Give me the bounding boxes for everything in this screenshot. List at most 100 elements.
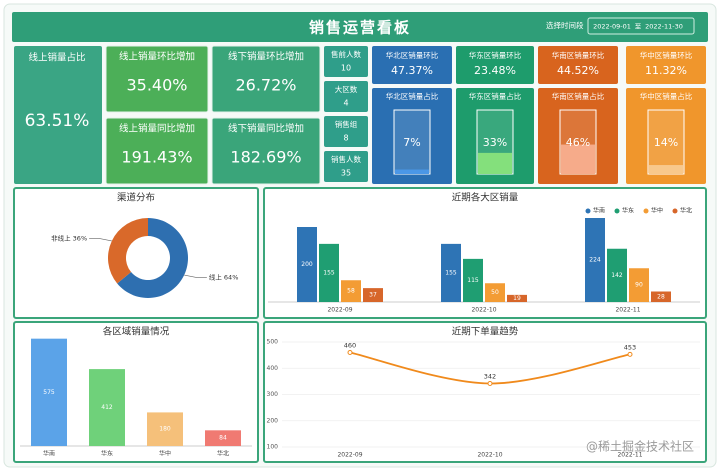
x-tick-label: 华南 bbox=[43, 450, 55, 458]
chart-title: 各区域销量情况 bbox=[103, 326, 170, 338]
bar-value-label: 200 bbox=[301, 261, 313, 268]
x-tick-label: 华北 bbox=[217, 450, 229, 458]
bar-value-label: 115 bbox=[467, 277, 479, 284]
legend-swatch bbox=[643, 208, 649, 214]
region-card bbox=[538, 88, 618, 184]
end-date: 2022-11-30 bbox=[645, 23, 683, 31]
region-mom-value: 11.32% bbox=[645, 64, 687, 77]
stat-label: 售前人数 bbox=[331, 49, 361, 59]
region-share-label: 华东区销量占比 bbox=[469, 91, 522, 101]
bar-value-label: 155 bbox=[445, 269, 457, 276]
stat-label: 销售组 bbox=[335, 119, 358, 129]
y-tick-label: 500 bbox=[267, 339, 279, 346]
bar-value-label: 575 bbox=[43, 389, 55, 396]
kpi-value: 182.69% bbox=[230, 148, 301, 167]
bar-value-label: 37 bbox=[369, 292, 377, 299]
gauge-vessel bbox=[393, 109, 431, 175]
kpi-card bbox=[211, 117, 321, 185]
stat-value: 35 bbox=[341, 169, 351, 178]
kpi-card bbox=[105, 117, 209, 185]
chart-panel bbox=[13, 187, 259, 319]
bar-value-label: 50 bbox=[491, 289, 499, 296]
label-leader bbox=[184, 274, 207, 278]
line-point bbox=[487, 380, 493, 386]
y-tick-label: 100 bbox=[267, 444, 279, 451]
bar bbox=[31, 338, 67, 446]
bar-value-label: 155 bbox=[323, 269, 335, 276]
bar bbox=[147, 412, 183, 446]
x-tick-label: 2022-09 bbox=[337, 452, 362, 459]
chart-panel bbox=[263, 321, 707, 463]
date-range-picker[interactable] bbox=[587, 17, 695, 35]
watermark: @稀土掘金技术社区 bbox=[586, 439, 694, 454]
region-mom-label: 华东区销量环比 bbox=[469, 50, 522, 60]
point-value-label: 453 bbox=[624, 343, 636, 351]
header-title: 销售运营看板 bbox=[309, 19, 411, 37]
gauge-label: 14% bbox=[654, 136, 678, 149]
stat-card bbox=[324, 46, 368, 77]
stat-label: 销售人数 bbox=[331, 154, 361, 164]
kpi-value: 26.72% bbox=[235, 76, 296, 95]
region-mom-value: 47.37% bbox=[391, 64, 433, 77]
kpi-label: 线下销量同比增加 bbox=[228, 123, 304, 135]
bar bbox=[463, 258, 483, 302]
y-tick-label: 400 bbox=[267, 365, 279, 372]
bar-value-label: 90 bbox=[635, 282, 643, 289]
bar bbox=[205, 430, 241, 446]
bar-value-label: 58 bbox=[347, 288, 355, 295]
x-tick-label: 2022-11 bbox=[615, 307, 640, 314]
bar bbox=[441, 243, 461, 302]
start-date: 2022-09-01 bbox=[593, 23, 631, 31]
chart-title: 近期各大区销量 bbox=[452, 192, 519, 204]
region-card bbox=[626, 88, 706, 184]
x-tick-label: 2022-09 bbox=[327, 307, 352, 314]
chart-title: 近期下单量趋势 bbox=[452, 326, 519, 338]
kpi-card bbox=[211, 45, 321, 113]
bar bbox=[363, 288, 383, 302]
gauge-label: 46% bbox=[566, 136, 590, 149]
bar bbox=[341, 280, 361, 302]
y-tick-label: 200 bbox=[267, 417, 279, 424]
region-card bbox=[372, 46, 452, 84]
kpi-label: 线上销量环比增加 bbox=[119, 51, 195, 63]
header-bar bbox=[12, 12, 708, 42]
kpi-value: 63.51% bbox=[25, 111, 90, 131]
stat-card bbox=[324, 151, 368, 182]
stat-card bbox=[324, 81, 368, 112]
region-mom-label: 华南区销量环比 bbox=[552, 50, 605, 60]
legend-label: 华东 bbox=[622, 207, 634, 215]
gauge-fill bbox=[478, 152, 512, 174]
pie-label: 线上 64% bbox=[209, 273, 239, 282]
x-tick-label: 华东 bbox=[101, 450, 113, 458]
y-tick-label: 300 bbox=[267, 391, 279, 398]
bar-value-label: 19 bbox=[513, 295, 521, 302]
region-mom-label: 华中区销量环比 bbox=[640, 50, 693, 60]
chart-panel bbox=[13, 321, 259, 463]
gauge-fill bbox=[649, 165, 683, 174]
x-tick-label: 华中 bbox=[159, 450, 171, 458]
legend-label: 华北 bbox=[680, 207, 692, 215]
legend-label: 华南 bbox=[593, 207, 605, 215]
region-mom-value: 23.48% bbox=[474, 64, 516, 77]
region-card bbox=[626, 46, 706, 84]
kpi-label: 线上销量同比增加 bbox=[119, 123, 195, 135]
kpi-value: 35.40% bbox=[126, 76, 187, 95]
kpi-card bbox=[14, 46, 102, 184]
legend-swatch bbox=[614, 208, 620, 214]
bar-value-label: 84 bbox=[219, 435, 227, 442]
stat-value: 10 bbox=[341, 64, 351, 73]
bar bbox=[629, 268, 649, 302]
gauge-fill bbox=[561, 144, 595, 174]
legend-swatch bbox=[585, 208, 591, 214]
kpi-label: 线下销量环比增加 bbox=[228, 51, 304, 63]
stat-value: 4 bbox=[343, 99, 348, 108]
label-leader bbox=[89, 238, 112, 242]
pie-slice bbox=[108, 218, 148, 284]
region-card bbox=[538, 46, 618, 84]
legend-label: 华中 bbox=[651, 207, 663, 215]
region-mom-label: 华北区销量环比 bbox=[386, 50, 439, 60]
pie-label: 非线上 36% bbox=[51, 233, 87, 242]
date-separator: 至 bbox=[635, 23, 642, 31]
stat-label: 大区数 bbox=[335, 84, 358, 94]
